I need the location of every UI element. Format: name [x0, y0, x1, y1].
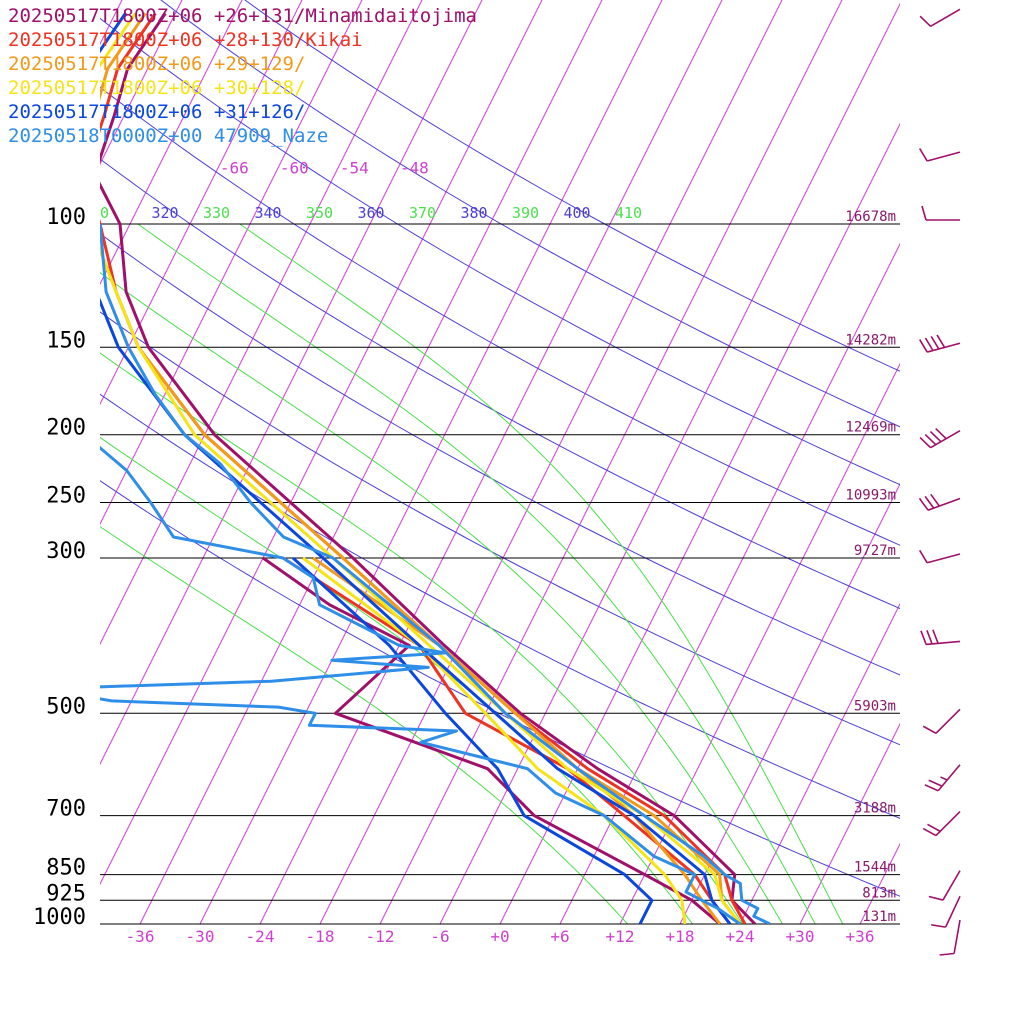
- wind-barb: [918, 334, 961, 353]
- height-label: 12469m: [845, 420, 896, 436]
- temperature-tick-label: -30: [186, 927, 215, 946]
- series-temperature-line: [100, 12, 747, 924]
- theta-label: 400: [564, 204, 591, 222]
- isotherm-label: -48: [400, 158, 429, 177]
- temperature-tick-label: -24: [246, 927, 275, 946]
- series-dewpoint-line: [282, 556, 732, 924]
- pressure-tick-label: 100: [46, 205, 86, 230]
- temperature-tick-label: -12: [366, 927, 395, 946]
- sounding-series: [100, 12, 771, 924]
- temperature-tick-label: -36: [126, 927, 155, 946]
- legend-entry: 20250517T1800Z+06 +31+126/: [8, 101, 306, 123]
- isotherm-label: -54: [340, 158, 369, 177]
- isotherm-line: [439, 2, 900, 924]
- pressure-tick-label: 250: [46, 484, 86, 509]
- theta-label: 390: [512, 204, 539, 222]
- pressure-tick-label: 500: [46, 694, 86, 719]
- wind-barb: [918, 148, 961, 162]
- height-label: 131m: [862, 909, 896, 925]
- theta-label: 330: [203, 204, 230, 222]
- height-label: 5903m: [854, 698, 896, 714]
- isotherm-line: [739, 602, 900, 924]
- isotherm-line: [679, 482, 900, 924]
- temperature-tick-label: -6: [430, 927, 449, 946]
- legend-entry: 20250518T0000Z+00 47909_Naze: [8, 125, 329, 147]
- wind-barb: [922, 708, 961, 735]
- isotherm-label: -66: [220, 158, 249, 177]
- moist-adiabat-line: [100, 272, 783, 924]
- temperature-tick-label: +18: [666, 927, 695, 946]
- theta-label: 350: [306, 204, 333, 222]
- isotherm-label: -60: [280, 158, 309, 177]
- series-temperature-line: [100, 12, 757, 924]
- pressure-tick-label: 850: [46, 856, 86, 881]
- height-label: 1544m: [854, 860, 896, 876]
- wind-barb: [921, 205, 960, 221]
- wind-barb: [919, 8, 961, 27]
- isotherm-line: [100, 0, 243, 286]
- height-label: 10993m: [845, 488, 896, 504]
- pressure-tick-label: 300: [46, 539, 86, 564]
- series-dewpoint-line: [100, 445, 741, 924]
- wind-barb: [918, 493, 961, 511]
- pressure-tick-label: 700: [46, 797, 86, 822]
- wind-barb: [922, 811, 961, 837]
- wind-barb: [918, 549, 961, 564]
- height-label: 16678m: [845, 209, 896, 225]
- temperature-tick-label: +0: [490, 927, 509, 946]
- theta-label: 410: [615, 204, 642, 222]
- moist-adiabat-grid: [100, 223, 844, 924]
- temperature-tick-label: -18: [306, 927, 335, 946]
- theta-label: 0: [100, 204, 109, 222]
- temperature-tick-label: +24: [726, 927, 755, 946]
- pressure-tick-label: 200: [46, 416, 86, 441]
- theta-label: 340: [255, 204, 282, 222]
- temperature-tick-label: +12: [606, 927, 635, 946]
- legend-entry: 20250517T1800Z+06 +30+128/: [8, 77, 306, 99]
- wind-barb: [919, 428, 961, 449]
- height-label: 3188m: [854, 801, 896, 817]
- wind-barb: [928, 870, 961, 901]
- pressure-tick-label: 925: [46, 881, 86, 906]
- legend-entry: 20250517T1800Z+06 +29+129/: [8, 53, 306, 75]
- series-temperature-line: [100, 223, 771, 924]
- pressure-tick-label: 150: [46, 328, 86, 353]
- series-temperature-line: [100, 12, 742, 924]
- theta-label: 320: [152, 204, 179, 222]
- pressure-tick-label: 1000: [33, 905, 86, 930]
- theta-label: 380: [461, 204, 488, 222]
- temperature-tick-label: +36: [846, 927, 875, 946]
- moist-adiabat-line: [137, 223, 816, 924]
- theta-label: 360: [358, 204, 385, 222]
- wind-barbs: [918, 8, 961, 956]
- temperature-tick-label: +6: [550, 927, 569, 946]
- height-label: 9727m: [854, 543, 896, 559]
- wind-barb: [931, 895, 961, 928]
- axis-labels: 100 16678m 150 14282m 200 12469m 250 10993m 300 9…: [33, 158, 896, 946]
- legend-entry: 20250517T1800Z+06 +28+130/Kikai: [8, 29, 363, 51]
- wind-barb: [924, 764, 961, 792]
- theta-label: 370: [409, 204, 436, 222]
- wind-barb: [939, 919, 961, 956]
- isobar-grid: [100, 223, 900, 925]
- series-dewpoint-line: [302, 556, 687, 924]
- isotherm-line: [100, 0, 303, 406]
- wind-barb: [920, 629, 961, 646]
- legend: 20250517T1800Z+06 +26+131/Minamidaitojim…: [8, 4, 477, 148]
- temperature-tick-label: +30: [786, 927, 815, 946]
- height-label: 813m: [862, 885, 896, 901]
- series-temperature-line: [100, 12, 732, 924]
- series-temperature-line: [100, 12, 742, 924]
- isotherm-line: [799, 722, 900, 924]
- legend-entry: 20250517T1800Z+06 +26+131/Minamidaitojim…: [8, 5, 477, 27]
- height-label: 14282m: [845, 332, 896, 348]
- isotherm-line: [559, 242, 900, 924]
